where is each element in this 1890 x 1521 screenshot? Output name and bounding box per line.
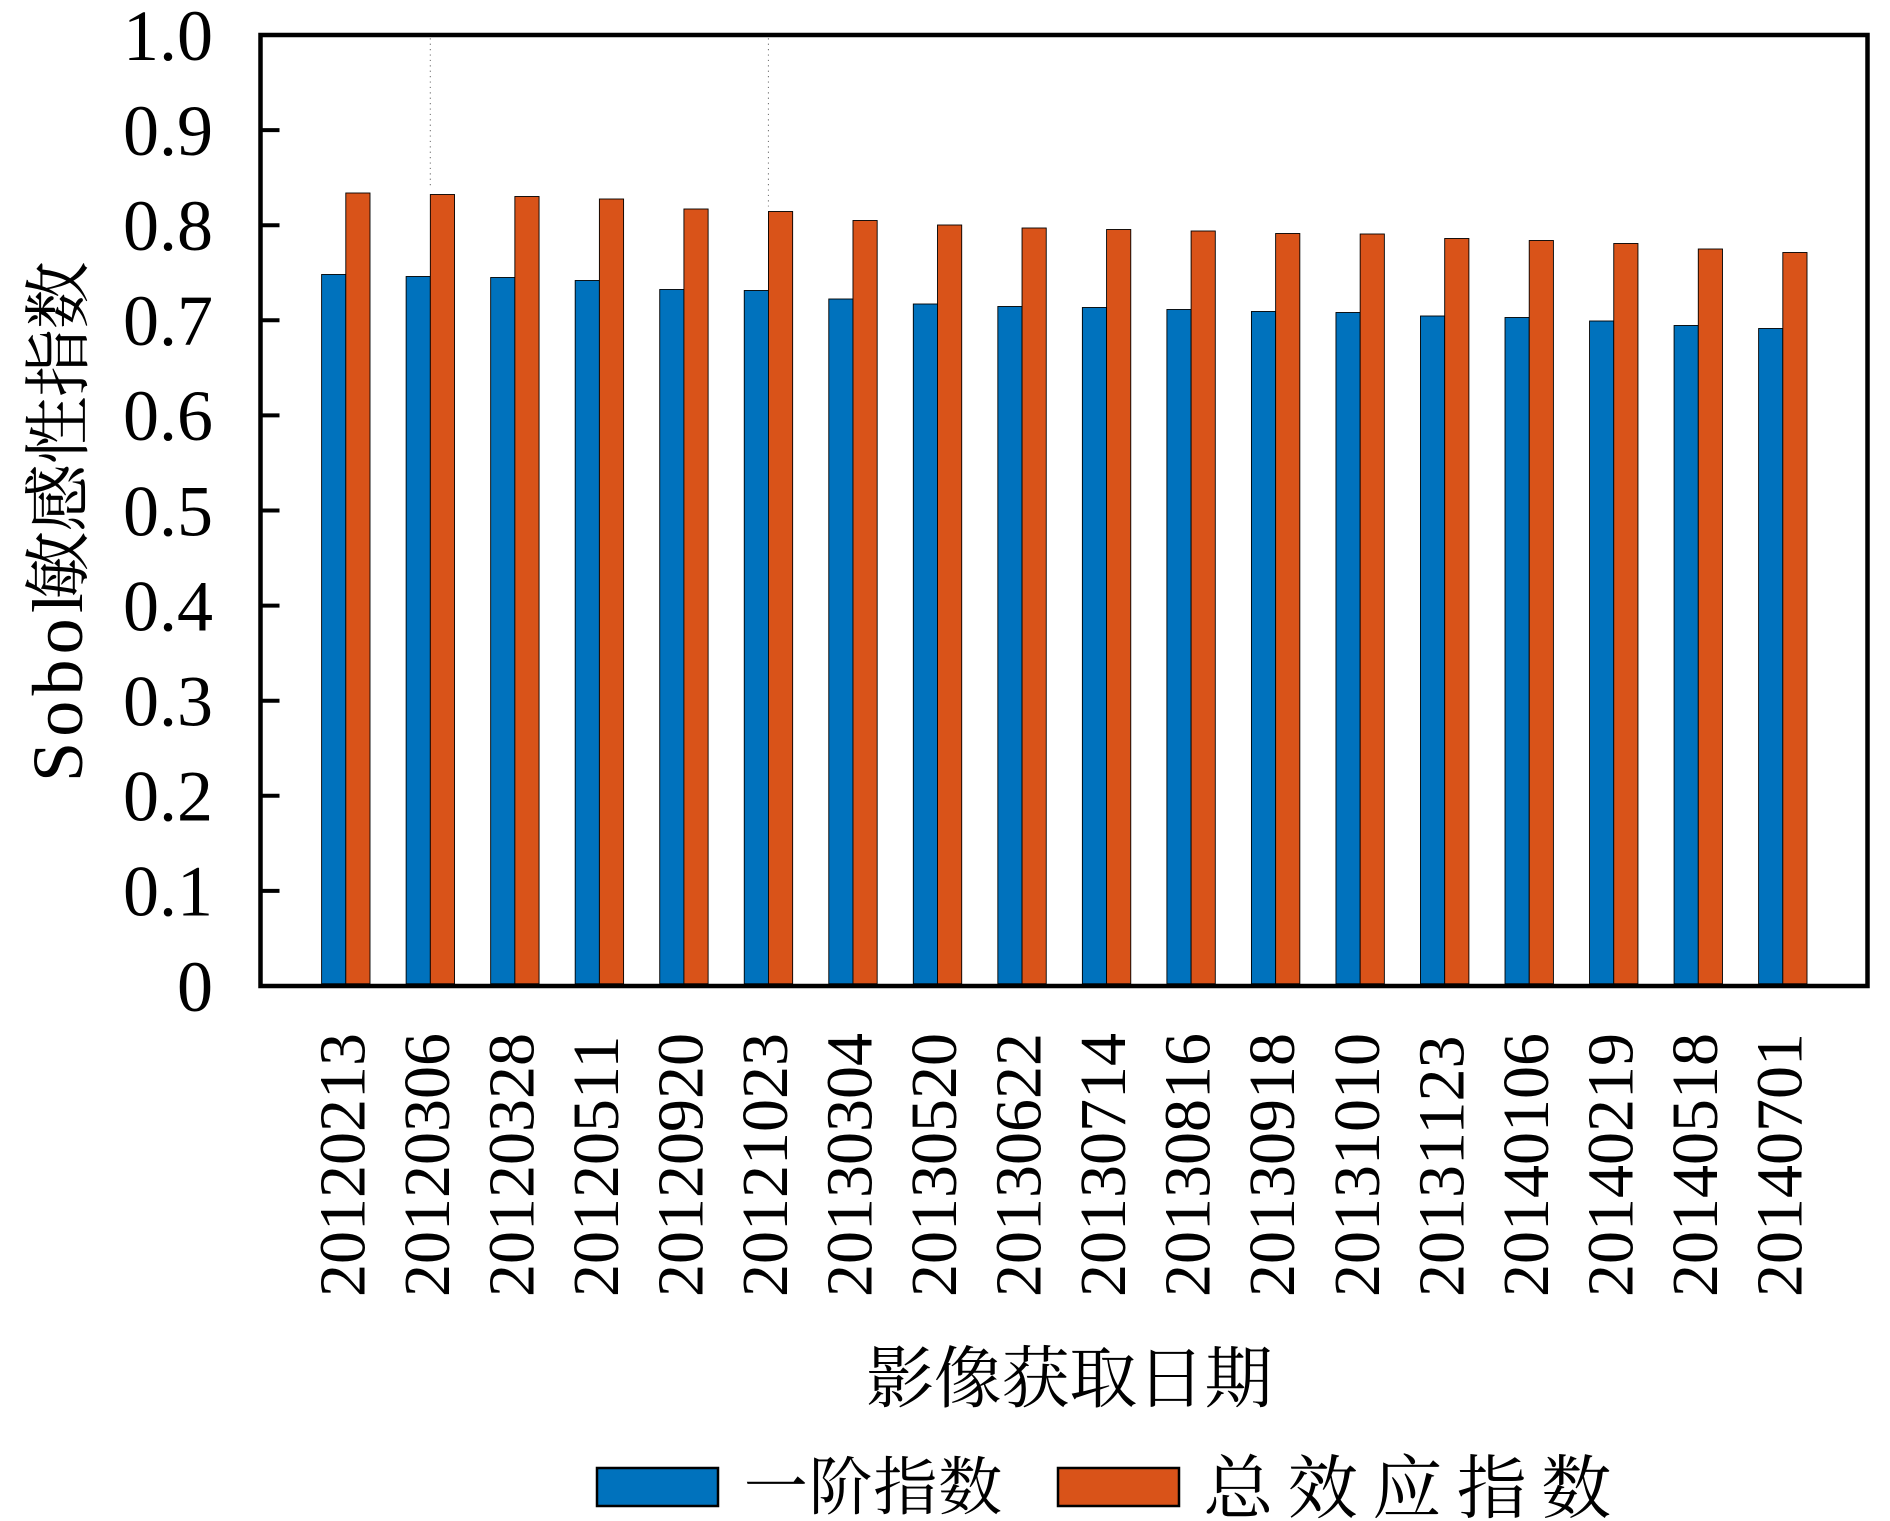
svg-text:0.4: 0.4 [123, 566, 213, 646]
svg-text:0.8: 0.8 [123, 186, 213, 266]
svg-text:0.7: 0.7 [123, 281, 213, 361]
svg-text:20131123: 20131123 [1405, 1035, 1478, 1297]
svg-text:20130622: 20130622 [983, 1033, 1056, 1297]
svg-text:20140106: 20140106 [1490, 1033, 1563, 1297]
svg-text:20130714: 20130714 [1067, 1033, 1140, 1297]
svg-text:20120328: 20120328 [475, 1033, 548, 1297]
svg-text:20140518: 20140518 [1659, 1033, 1732, 1297]
svg-text:20120920: 20120920 [645, 1033, 718, 1297]
svg-text:20120213: 20120213 [306, 1033, 379, 1297]
svg-text:0: 0 [177, 947, 213, 1027]
svg-text:Sobol: Sobol [18, 588, 98, 782]
svg-text:20130520: 20130520 [898, 1033, 971, 1297]
svg-text:0.2: 0.2 [123, 757, 213, 837]
svg-text:20120511: 20120511 [560, 1035, 633, 1297]
svg-text:20130918: 20130918 [1236, 1033, 1309, 1297]
svg-text:20130304: 20130304 [814, 1033, 887, 1297]
svg-text:20131010: 20131010 [1321, 1033, 1394, 1297]
svg-text:20140701: 20140701 [1743, 1033, 1816, 1297]
svg-text:0.9: 0.9 [123, 91, 213, 171]
svg-text:20140219: 20140219 [1574, 1033, 1647, 1297]
svg-text:1.0: 1.0 [123, 0, 213, 76]
svg-text:0.5: 0.5 [123, 471, 213, 551]
svg-text:20121023: 20121023 [729, 1033, 802, 1297]
svg-text:0.1: 0.1 [123, 852, 213, 932]
svg-text:0.3: 0.3 [123, 661, 213, 741]
svg-text:20130816: 20130816 [1152, 1033, 1225, 1297]
svg-text:20120306: 20120306 [391, 1033, 464, 1297]
svg-text:0.6: 0.6 [123, 376, 213, 456]
